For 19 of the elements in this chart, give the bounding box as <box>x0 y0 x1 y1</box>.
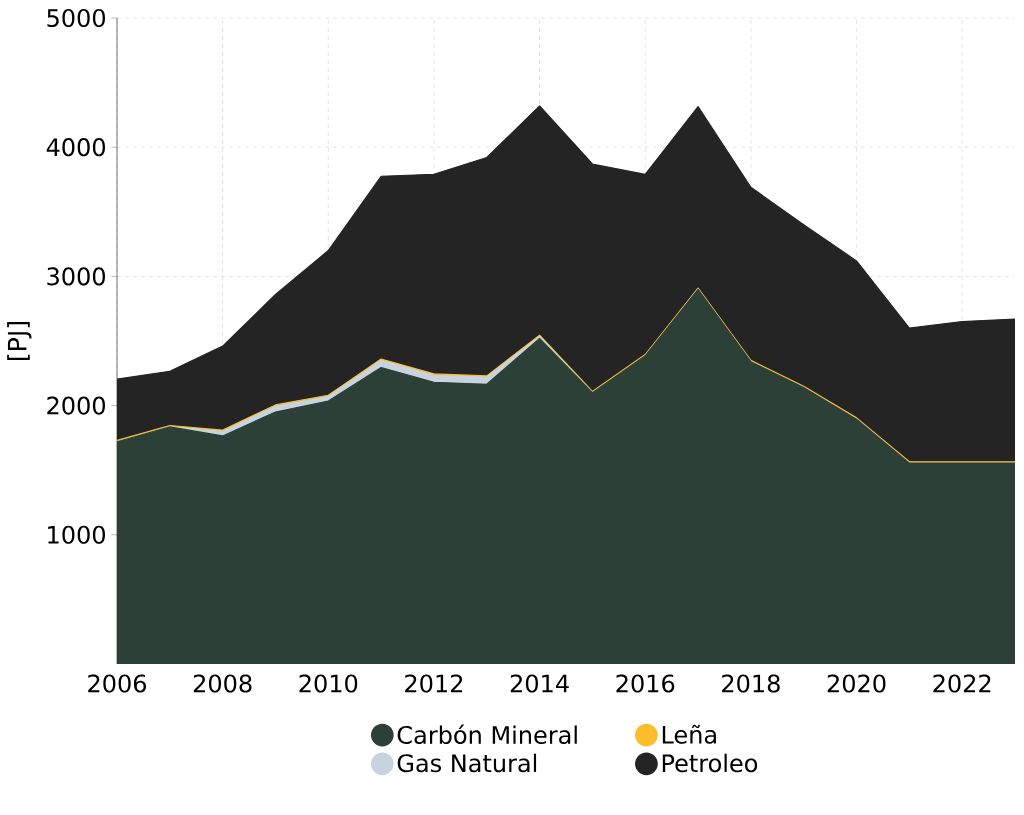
x-tick-label: 2006 <box>88 674 147 693</box>
y-tick-label: 3000 <box>47 267 105 286</box>
x-tick-label: 2016 <box>616 674 675 693</box>
legend-label: Petroleo <box>662 753 758 773</box>
y-tick-label: 5000 <box>47 8 105 28</box>
x-tick-label: 2010 <box>299 674 358 693</box>
y-tick-label: 4000 <box>46 138 105 157</box>
x-tick-label: 2012 <box>405 674 463 693</box>
x-tick-label: 2018 <box>722 674 780 693</box>
legend-label: Gas Natural <box>397 753 537 773</box>
y-tick-label: 1000 <box>48 525 105 544</box>
y-axis-title: [PJ] <box>7 321 32 361</box>
legend-label: Carbón Mineral <box>397 724 577 745</box>
y-tick-label: 2000 <box>47 396 105 415</box>
x-tick-label: 2022 <box>933 674 991 693</box>
x-tick-label: 2014 <box>510 674 569 693</box>
legend-label: Leña <box>662 724 716 744</box>
x-tick-label: 2020 <box>827 674 886 693</box>
x-tick-label: 2008 <box>193 674 252 693</box>
